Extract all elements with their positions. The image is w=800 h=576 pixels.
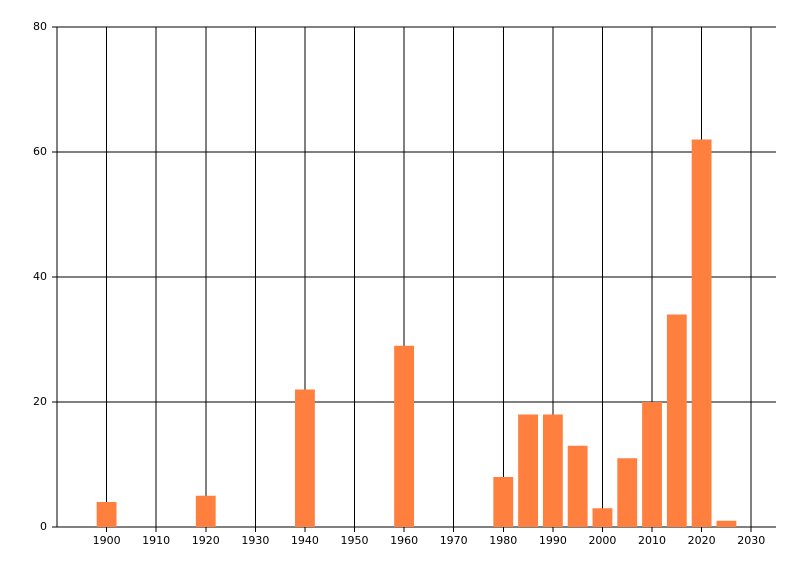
x-tick-label: 1950 bbox=[341, 534, 369, 547]
y-tick-label: 80 bbox=[33, 20, 47, 33]
y-tick-label: 20 bbox=[33, 395, 47, 408]
y-tick-label: 0 bbox=[40, 520, 47, 533]
bar bbox=[691, 139, 712, 527]
bar bbox=[567, 445, 588, 527]
x-tick-label: 1920 bbox=[192, 534, 220, 547]
x-tick-label: 1930 bbox=[241, 534, 269, 547]
bar bbox=[642, 402, 662, 527]
x-tick-label: 2020 bbox=[688, 534, 716, 547]
bar bbox=[195, 495, 216, 527]
bar bbox=[493, 477, 514, 527]
x-tick-label: 1980 bbox=[489, 534, 517, 547]
x-tick-label: 1900 bbox=[93, 534, 121, 547]
x-tick-label: 2010 bbox=[638, 534, 666, 547]
x-tick-label: 1910 bbox=[142, 534, 170, 547]
bar bbox=[518, 414, 538, 527]
x-tick-label: 1940 bbox=[291, 534, 319, 547]
x-tick-label: 2030 bbox=[737, 534, 765, 547]
x-tick-label: 2000 bbox=[588, 534, 616, 547]
bar bbox=[592, 508, 613, 527]
x-tick-label: 1970 bbox=[440, 534, 468, 547]
bar bbox=[96, 502, 117, 527]
bar bbox=[716, 520, 737, 527]
x-tick-label: 1990 bbox=[539, 534, 567, 547]
bar bbox=[394, 345, 415, 527]
bar bbox=[542, 414, 563, 527]
y-tick-label: 40 bbox=[33, 270, 47, 283]
bar bbox=[666, 314, 687, 527]
x-tick-label: 1960 bbox=[390, 534, 418, 547]
bar bbox=[295, 389, 315, 527]
bar bbox=[617, 458, 638, 527]
y-tick-label: 60 bbox=[33, 145, 47, 158]
